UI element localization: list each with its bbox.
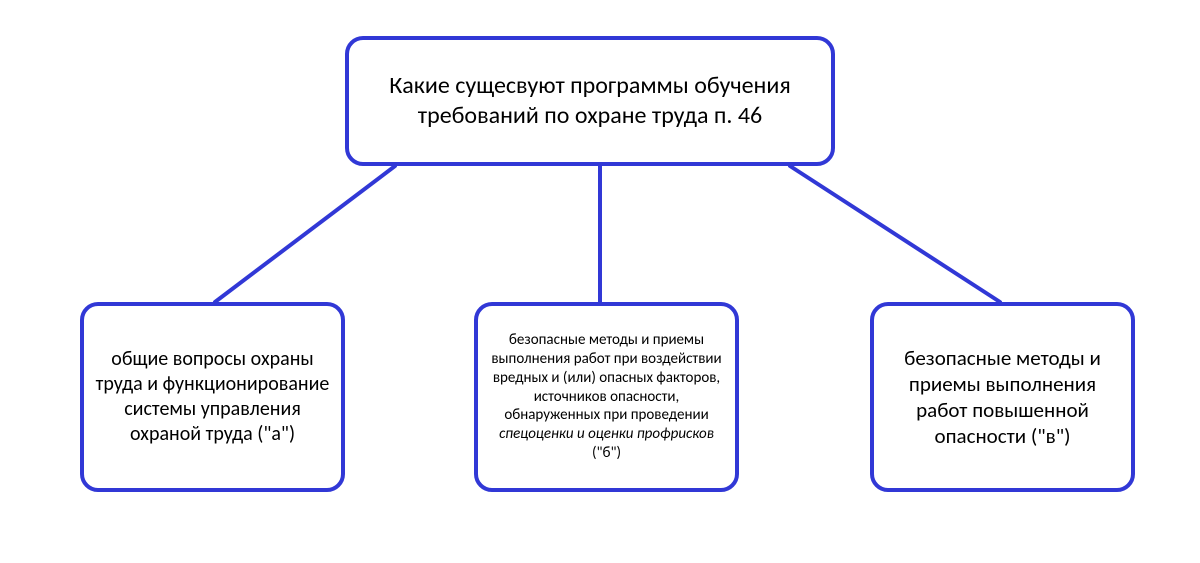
node-root: Какие сущесвуют программы обучения требо… (345, 36, 835, 166)
node-a-label: общие вопросы охраны труда и функциониро… (84, 341, 341, 453)
edge-root-c (790, 166, 1000, 302)
node-c: безопасные методы и приемы выполнения ра… (870, 302, 1135, 492)
node-b-label: безопасные методы и приемы выполнения ра… (478, 325, 735, 468)
edge-root-a (215, 166, 395, 302)
node-root-label: Какие сущесвуют программы обучения требо… (349, 65, 831, 137)
node-b: безопасные методы и приемы выполнения ра… (474, 302, 739, 492)
node-c-label: безопасные методы и приемы выполнения ра… (874, 339, 1131, 456)
node-a: общие вопросы охраны труда и функциониро… (80, 302, 345, 492)
